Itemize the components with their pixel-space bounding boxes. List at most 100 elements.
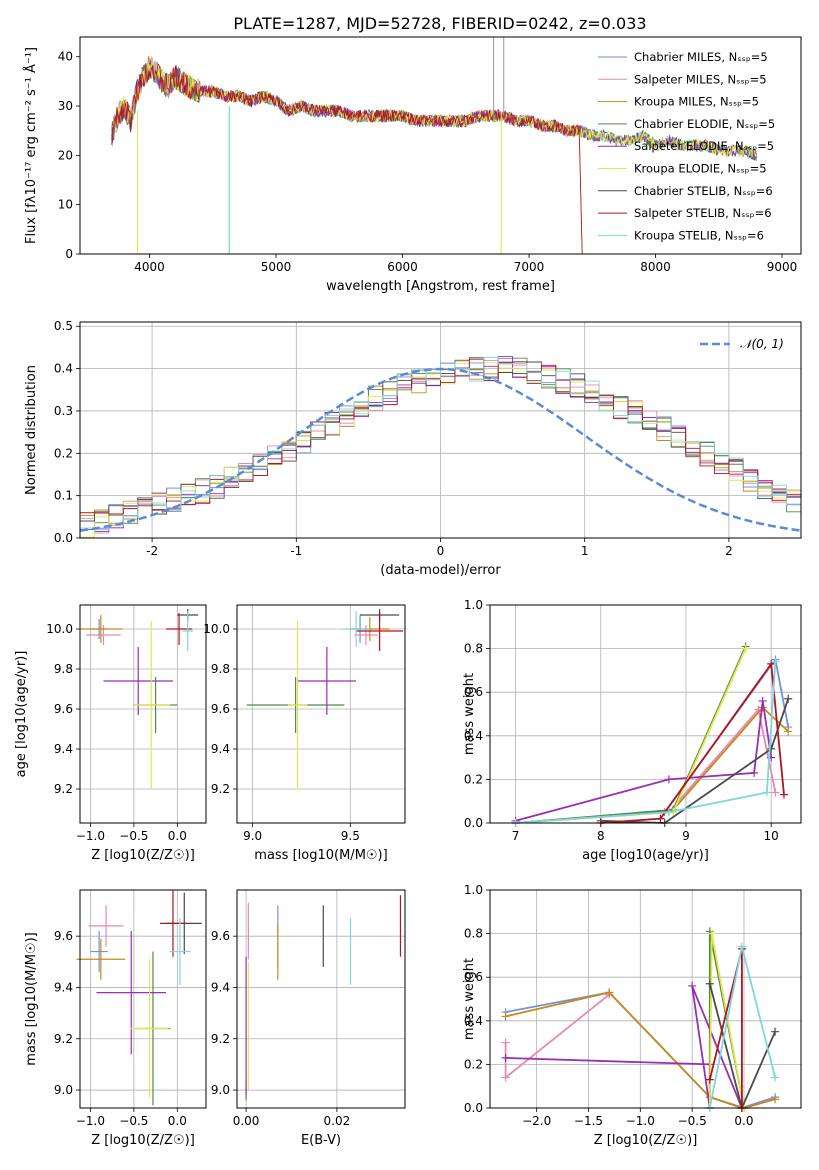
weight-marker bbox=[767, 744, 776, 753]
panel-8: −2.0 −1.5 −1.0 −0.5 0.0 0.0 0.2 0.4 0.6 0.8 1.0 Z [… bbox=[462, 883, 802, 1148]
x-tick-label: −1.0 bbox=[76, 829, 105, 843]
y-tick-label: 10.0 bbox=[46, 622, 73, 636]
x-tick-label: 6000 bbox=[387, 260, 418, 274]
y-tick-label: 9.6 bbox=[211, 929, 230, 943]
x-tick-label: 9000 bbox=[767, 260, 798, 274]
spectrum-line bbox=[111, 63, 583, 254]
y-tick-label: 9.2 bbox=[54, 782, 73, 796]
x-axis-label: Z [log10(Z/Z☉)] bbox=[91, 1133, 195, 1148]
weight-marker bbox=[664, 808, 673, 817]
spectrum-line bbox=[111, 58, 599, 143]
y-tick-label: 9.0 bbox=[54, 1083, 73, 1097]
legend-label: Chabrier ELODIE, Nₛₛₚ=5 bbox=[634, 117, 775, 131]
axes-frame bbox=[79, 321, 802, 539]
x-tick-label: −0.5 bbox=[119, 1114, 148, 1128]
weight-marker bbox=[656, 814, 665, 823]
x-axis-label: Z [log10(Z/Z☉)] bbox=[594, 1133, 698, 1148]
x-tick-label: 8000 bbox=[640, 260, 671, 274]
x-tick-label: −1.5 bbox=[574, 1114, 603, 1128]
x-tick-label: −1.0 bbox=[76, 1114, 105, 1128]
axes-frame bbox=[79, 604, 207, 824]
weight-marker bbox=[664, 775, 673, 784]
y-tick-label: 20 bbox=[58, 148, 73, 162]
x-tick-label: 10 bbox=[764, 829, 779, 843]
weight-line bbox=[504, 993, 610, 1080]
weight-line bbox=[600, 661, 785, 824]
axes-frame bbox=[79, 36, 802, 255]
weight-line bbox=[600, 698, 790, 824]
weight-line bbox=[515, 661, 777, 824]
x-tick-label: −1.0 bbox=[626, 1114, 655, 1128]
y-axis-label: mass weight bbox=[462, 958, 477, 1040]
panel-5: 7 8 9 10 0.0 0.2 0.4 0.6 0.8 1.0 age [log10(age/yr… bbox=[462, 598, 802, 863]
y-tick-label: 30 bbox=[58, 99, 73, 113]
weight-marker bbox=[758, 696, 767, 705]
x-tick-label: 0.0 bbox=[734, 1114, 753, 1128]
panel-1: 4000 5000 6000 7000 8000 9000 0 10 20 30 40 wavelen… bbox=[23, 36, 802, 294]
y-tick-label: 10.0 bbox=[203, 622, 230, 636]
weight-marker bbox=[779, 790, 788, 799]
x-tick-label: -1 bbox=[290, 544, 302, 558]
weight-marker bbox=[737, 942, 746, 951]
legend-label: Kroupa STELIB, Nₛₛₚ=6 bbox=[634, 228, 764, 242]
y-tick-label: 0.5 bbox=[54, 319, 73, 333]
y-tick-label: 0.2 bbox=[464, 772, 483, 786]
legend-label: Salpeter STELIB, Nₛₛₚ=6 bbox=[634, 206, 772, 220]
x-axis-label: mass [log10(M/M☉)] bbox=[254, 848, 387, 863]
weight-marker bbox=[501, 1073, 510, 1082]
weight-marker bbox=[741, 644, 750, 653]
y-tick-label: 0.6 bbox=[464, 685, 483, 699]
axes-frame bbox=[236, 604, 406, 824]
x-tick-label: 0.0 bbox=[168, 1114, 187, 1128]
x-tick-label: 2 bbox=[725, 544, 733, 558]
histogram-step bbox=[80, 358, 801, 515]
legend-label: 𝒩(0, 1) bbox=[740, 337, 784, 351]
weight-marker bbox=[771, 1073, 780, 1082]
x-tick-label: 9 bbox=[682, 829, 690, 843]
y-tick-label: 0.2 bbox=[464, 1057, 483, 1071]
weight-marker bbox=[771, 788, 780, 797]
x-tick-label: -2 bbox=[146, 544, 158, 558]
panel-2: -2 -1 0 1 2 0.0 0.1 0.2 0.3 0.4 0.5 (data-model)/er… bbox=[24, 319, 802, 578]
y-tick-label: 9.0 bbox=[211, 1083, 230, 1097]
x-tick-label: 1 bbox=[581, 544, 589, 558]
y-axis-label: mass [log10(M/M☉)] bbox=[24, 932, 39, 1065]
x-tick-label: 9.5 bbox=[341, 829, 360, 843]
x-axis-label: wavelength [Angstrom, rest frame] bbox=[326, 279, 555, 294]
x-axis-label: age [log10(age/yr)] bbox=[582, 848, 709, 863]
weight-marker bbox=[767, 659, 776, 668]
x-tick-label: −0.5 bbox=[678, 1114, 707, 1128]
axes-frame bbox=[489, 604, 802, 824]
y-tick-label: 9.4 bbox=[211, 742, 230, 756]
weight-marker bbox=[750, 768, 759, 777]
x-tick-label: 0 bbox=[437, 544, 445, 558]
weight-marker bbox=[501, 1012, 510, 1021]
weight-line bbox=[505, 985, 743, 1109]
panel-3: −1.0 −0.5 0.0 9.2 9.4 9.6 9.8 10.0 Z [log10(Z/Z☉… bbox=[14, 604, 207, 863]
weight-marker bbox=[501, 1038, 510, 1047]
normal-curve bbox=[79, 367, 802, 532]
x-tick-label: 8 bbox=[597, 829, 605, 843]
y-tick-label: 9.2 bbox=[54, 1032, 73, 1046]
legend: Chabrier MILES, Nₛₛₚ=5 Salpeter MILES, Nₛ… bbox=[598, 50, 775, 242]
y-tick-label: 9.4 bbox=[211, 980, 230, 994]
y-tick-label: 0.1 bbox=[54, 489, 73, 503]
y-tick-label: 0.0 bbox=[54, 531, 73, 545]
legend-label: Chabrier STELIB, Nₛₛₚ=6 bbox=[634, 184, 773, 198]
weight-marker bbox=[705, 979, 714, 988]
figure-title: PLATE=1287, MJD=52728, FIBERID=0242, z=0… bbox=[233, 14, 646, 33]
weight-marker bbox=[705, 1075, 714, 1084]
y-tick-label: 40 bbox=[58, 50, 73, 64]
y-tick-label: 0.4 bbox=[464, 1014, 483, 1028]
x-tick-label: 9.0 bbox=[243, 829, 262, 843]
y-tick-label: 0.8 bbox=[464, 642, 483, 656]
x-tick-label: −2.0 bbox=[522, 1114, 551, 1128]
x-axis-label: (data-model)/error bbox=[380, 563, 501, 578]
x-tick-label: 0.00 bbox=[233, 1114, 260, 1128]
y-tick-label: 9.6 bbox=[54, 702, 73, 716]
weight-marker bbox=[605, 988, 614, 997]
y-tick-label: 9.4 bbox=[54, 980, 73, 994]
x-tick-label: 7000 bbox=[514, 260, 545, 274]
weight-marker bbox=[762, 788, 771, 797]
